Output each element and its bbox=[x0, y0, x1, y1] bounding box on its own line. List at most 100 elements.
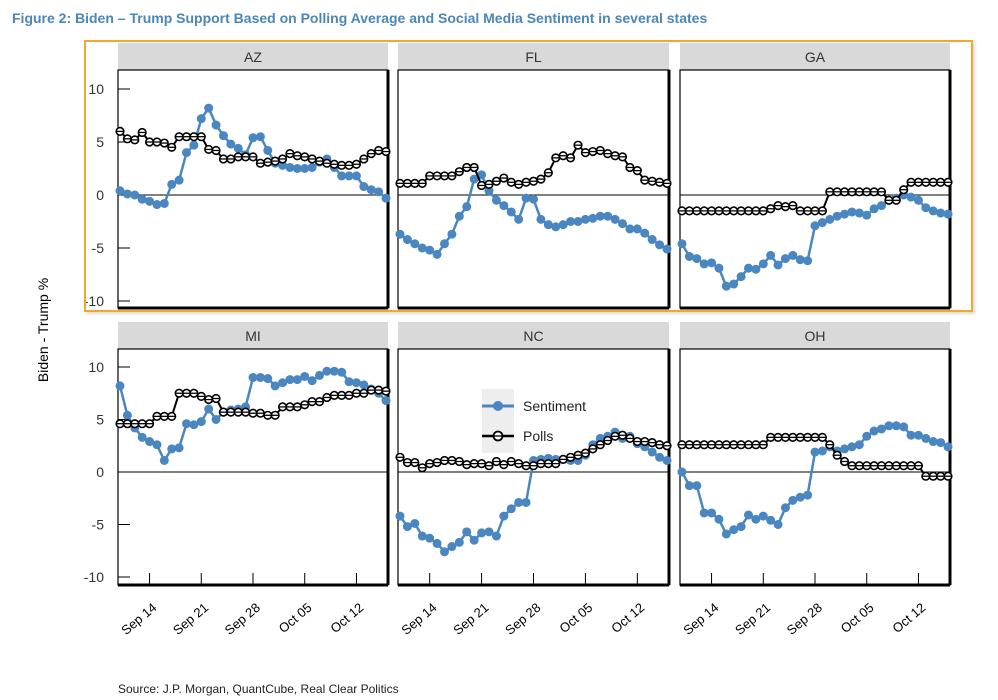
sentiment-point bbox=[817, 446, 827, 456]
sentiment-point bbox=[655, 452, 665, 462]
source-note: Source: J.P. Morgan, QuantCube, Real Cle… bbox=[118, 682, 399, 696]
sentiment-point bbox=[477, 528, 487, 538]
sentiment-point bbox=[840, 209, 850, 219]
sentiment-point bbox=[447, 542, 457, 552]
x-tick-label: Sep 21 bbox=[450, 600, 491, 638]
sentiment-point bbox=[337, 171, 347, 181]
sentiment-point bbox=[558, 220, 568, 230]
sentiment-point bbox=[174, 443, 184, 453]
sentiment-point bbox=[877, 424, 886, 434]
sentiment-point bbox=[869, 426, 879, 436]
sentiment-point bbox=[410, 518, 420, 528]
x-tick-label: Sep 28 bbox=[222, 600, 263, 638]
sentiment-point bbox=[440, 239, 449, 249]
sentiment-point bbox=[462, 202, 472, 212]
sentiment-point bbox=[514, 214, 524, 224]
sentiment-point bbox=[477, 170, 487, 180]
sentiment-point bbox=[381, 396, 391, 406]
x-tick-label: Sep 28 bbox=[784, 600, 825, 638]
sentiment-point bbox=[766, 250, 776, 260]
sentiment-point bbox=[877, 201, 886, 211]
sentiment-point bbox=[595, 433, 605, 443]
sentiment-point bbox=[854, 208, 864, 218]
sentiment-point bbox=[884, 421, 894, 431]
sentiment-point bbox=[714, 263, 724, 273]
legend-key-bg bbox=[482, 389, 514, 453]
panel-oh: OH Sep 14 Sep 21 Sep 28 Oct 05 Oct 12 bbox=[677, 322, 953, 638]
sentiment-point bbox=[454, 537, 464, 547]
sentiment-point bbox=[862, 431, 872, 441]
panel-title: AZ bbox=[244, 49, 262, 65]
sentiment-point bbox=[521, 497, 531, 507]
sentiment-point bbox=[588, 213, 598, 223]
y-tick-label: 0 bbox=[96, 187, 104, 203]
sentiment-point bbox=[773, 260, 783, 270]
sentiment-point bbox=[684, 251, 694, 261]
sentiment-point bbox=[152, 440, 162, 450]
sentiment-point bbox=[647, 447, 657, 457]
sentiment-point bbox=[447, 229, 457, 239]
sentiment-point bbox=[566, 217, 576, 226]
sentiment-point bbox=[780, 254, 790, 264]
sentiment-point bbox=[182, 419, 191, 429]
sentiment-point bbox=[692, 481, 702, 491]
panel-title: GA bbox=[805, 49, 826, 65]
sentiment-point bbox=[226, 139, 236, 149]
x-tick-label: Oct 05 bbox=[276, 600, 315, 636]
sentiment-point bbox=[921, 203, 931, 213]
panel-title: OH bbox=[805, 328, 826, 344]
sentiment-point bbox=[936, 208, 946, 218]
sentiment-point bbox=[122, 189, 132, 199]
sentiment-point bbox=[432, 249, 442, 259]
x-tick-label: Oct 05 bbox=[838, 600, 877, 636]
sentiment-point bbox=[847, 442, 857, 452]
sentiment-point bbox=[780, 503, 790, 513]
sentiment-point bbox=[137, 194, 147, 204]
sentiment-point bbox=[315, 370, 324, 380]
sentiment-point bbox=[159, 198, 169, 208]
sentiment-point bbox=[270, 381, 280, 391]
sentiment-point bbox=[692, 254, 702, 264]
sentiment-point bbox=[758, 259, 768, 269]
sentiment-point bbox=[491, 195, 501, 205]
panel-title: FL bbox=[525, 49, 542, 65]
sentiment-point bbox=[655, 240, 665, 250]
sentiment-point bbox=[122, 410, 132, 420]
y-tick-label: 5 bbox=[96, 412, 104, 428]
sentiment-point bbox=[159, 455, 169, 465]
y-tick-label: 10 bbox=[88, 359, 104, 375]
sentiment-point bbox=[773, 520, 783, 529]
sentiment-point bbox=[189, 140, 199, 150]
sentiment-point bbox=[211, 415, 221, 424]
sentiment-point bbox=[618, 219, 627, 229]
panel-ga: GA bbox=[677, 43, 953, 310]
sentiment-point bbox=[499, 511, 509, 521]
sentiment-point bbox=[647, 235, 657, 245]
sentiment-point bbox=[440, 547, 449, 557]
sentiment-point bbox=[721, 281, 731, 291]
legend-sentiment-marker bbox=[493, 401, 503, 411]
sentiment-point bbox=[218, 131, 228, 141]
plot-area bbox=[117, 348, 389, 586]
sentiment-point bbox=[174, 175, 184, 185]
sentiment-point bbox=[344, 171, 354, 181]
sentiment-point bbox=[255, 132, 265, 142]
sentiment-point bbox=[744, 263, 753, 273]
sentiment-point bbox=[469, 535, 479, 545]
sentiment-point bbox=[484, 186, 494, 196]
sentiment-point bbox=[899, 422, 909, 432]
sentiment-point bbox=[536, 214, 546, 224]
sentiment-point bbox=[788, 250, 798, 260]
panel-az: AZ 10 5 0 -5 -10 bbox=[84, 43, 391, 310]
panel-strip bbox=[398, 322, 669, 349]
sentiment-point bbox=[906, 192, 916, 202]
sentiment-point bbox=[300, 164, 310, 173]
sentiment-point bbox=[632, 224, 642, 234]
y-axis-label: Biden - Trump % bbox=[35, 278, 51, 382]
sentiment-point bbox=[167, 444, 177, 454]
sentiment-point bbox=[943, 209, 953, 219]
sentiment-point bbox=[454, 211, 464, 221]
y-tick-label: -5 bbox=[92, 240, 105, 256]
panel-strip bbox=[118, 43, 388, 70]
